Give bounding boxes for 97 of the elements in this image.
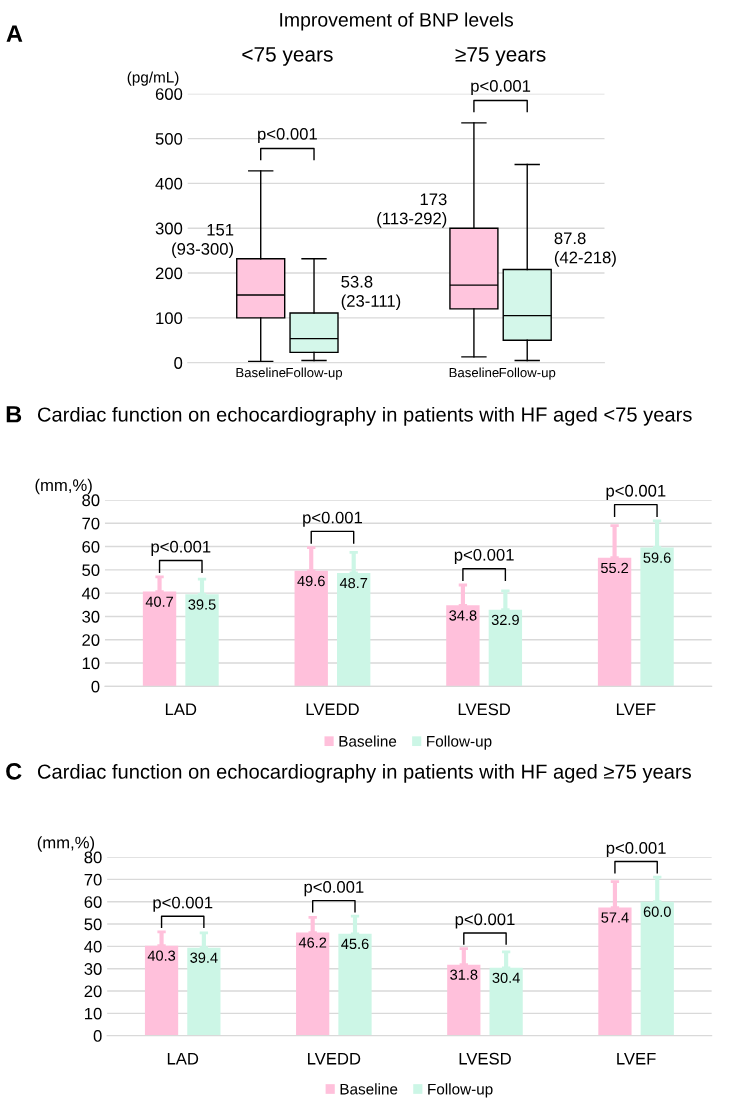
y-tick-label: 0 bbox=[93, 1030, 102, 1042]
bar bbox=[185, 594, 219, 687]
annotation: p<0.001 bbox=[151, 540, 211, 556]
x-tick-label: Baseline bbox=[449, 367, 499, 378]
x-tick-label: LVESD bbox=[458, 703, 511, 716]
y-tick-label: 40 bbox=[84, 940, 102, 953]
text: B bbox=[6, 406, 22, 423]
data-label: 60.0 bbox=[643, 906, 671, 917]
bar bbox=[144, 945, 179, 1036]
y-tick-label: 300 bbox=[155, 222, 183, 235]
x-tick-label: LVEF bbox=[616, 703, 656, 716]
x-tick-label: LVEDD bbox=[306, 703, 359, 716]
data-label: 48.7 bbox=[339, 577, 368, 589]
y-tick-label: 70 bbox=[84, 873, 102, 886]
bar bbox=[446, 605, 480, 687]
data-label: 45.6 bbox=[341, 938, 369, 950]
annotation: p<0.001 bbox=[153, 896, 213, 912]
x-tick-label: Follow-up bbox=[499, 367, 556, 380]
bar bbox=[640, 547, 674, 687]
data-label: 39.4 bbox=[190, 952, 218, 963]
x-tick-label: Baseline bbox=[236, 367, 286, 378]
bar bbox=[337, 572, 371, 687]
x-tick-label: LAD bbox=[165, 703, 197, 716]
annotation: p<0.001 bbox=[471, 79, 531, 96]
text: A bbox=[6, 25, 23, 42]
y-tick-label: 60 bbox=[82, 540, 100, 553]
x-tick-label: LVESD bbox=[459, 1052, 511, 1065]
y-tick-label: 70 bbox=[82, 517, 100, 530]
y-tick-label: 60 bbox=[84, 896, 102, 908]
bar bbox=[187, 947, 221, 1036]
y-tick-label: 30 bbox=[84, 963, 102, 975]
annotation: p<0.001 bbox=[304, 881, 364, 897]
legend-label: Follow-up bbox=[428, 1083, 493, 1098]
y-axis-title: (pg/mL) bbox=[127, 71, 179, 86]
y-tick-label: 0 bbox=[174, 357, 183, 369]
chart-title: Cardiac function on echocardiography in patients with HF aged ≥75 years bbox=[37, 764, 691, 783]
data-label: 40.7 bbox=[145, 596, 173, 607]
y-tick-label: 30 bbox=[82, 610, 100, 623]
legend-label: Baseline bbox=[340, 1083, 398, 1095]
bar bbox=[598, 907, 632, 1036]
data-label: 40.3 bbox=[147, 950, 176, 961]
y-tick-label: 600 bbox=[155, 88, 183, 100]
bar bbox=[597, 557, 632, 687]
annotation: p<0.001 bbox=[258, 127, 317, 144]
annotation: 87.8 (42-218) bbox=[554, 232, 616, 267]
y-tick-label: 400 bbox=[155, 177, 183, 190]
data-label: 55.2 bbox=[600, 562, 629, 574]
bar bbox=[640, 901, 674, 1036]
bar bbox=[142, 591, 177, 687]
bar bbox=[489, 967, 523, 1036]
data-label: 39.5 bbox=[188, 599, 216, 610]
bar bbox=[338, 933, 372, 1036]
text: ≥75 years bbox=[455, 47, 546, 66]
x-tick-label: Follow-up bbox=[286, 367, 343, 380]
y-tick-label: 80 bbox=[84, 851, 102, 864]
data-label: 46.2 bbox=[298, 937, 327, 948]
y-axis-title: (mm,%) bbox=[37, 836, 95, 852]
y-tick-label: 20 bbox=[82, 634, 100, 646]
y-tick-label: 10 bbox=[85, 1007, 102, 1020]
y-tick-label: 10 bbox=[82, 657, 100, 670]
annotation: p<0.001 bbox=[303, 511, 362, 527]
y-tick-label: 50 bbox=[82, 564, 100, 577]
y-tick-label: 20 bbox=[84, 985, 102, 998]
y-tick-label: 100 bbox=[156, 312, 183, 325]
data-label: 49.6 bbox=[297, 575, 325, 587]
annotation: p<0.001 bbox=[606, 841, 666, 858]
chart-title: Improvement of BNP levels bbox=[280, 12, 514, 31]
y-axis-title: (mm,%) bbox=[35, 478, 92, 495]
bar bbox=[447, 964, 481, 1036]
annotation: p<0.001 bbox=[606, 484, 666, 500]
bar bbox=[294, 570, 328, 687]
annotation: p<0.001 bbox=[454, 548, 514, 565]
x-tick-label: LVEF bbox=[617, 1052, 656, 1065]
data-label: 30.4 bbox=[492, 972, 520, 983]
data-label: 32.9 bbox=[491, 614, 519, 626]
legend-label: Follow-up bbox=[427, 735, 492, 750]
annotation: 53.8 (23-111) bbox=[341, 275, 401, 311]
legend-label: Baseline bbox=[339, 735, 397, 747]
x-tick-label: LAD bbox=[167, 1052, 199, 1065]
y-tick-label: 50 bbox=[84, 918, 102, 931]
bar bbox=[488, 609, 523, 687]
text: C bbox=[6, 763, 22, 780]
x-tick-label: LVEDD bbox=[308, 1052, 361, 1065]
text: <75 years bbox=[242, 47, 333, 66]
chart-title: Cardiac function on echocardiography in patients with HF aged <75 years bbox=[37, 406, 692, 426]
data-label: 59.6 bbox=[643, 552, 671, 563]
y-tick-label: 40 bbox=[81, 587, 100, 600]
y-tick-label: 80 bbox=[82, 494, 100, 507]
annotation: 173 (113-292) bbox=[377, 193, 447, 228]
y-tick-label: 0 bbox=[91, 680, 100, 693]
data-label: 34.8 bbox=[449, 610, 477, 621]
y-tick-label: 500 bbox=[155, 132, 183, 145]
data-label: 57.4 bbox=[601, 912, 629, 923]
bar bbox=[296, 932, 330, 1036]
data-label: 31.8 bbox=[450, 969, 478, 980]
y-tick-label: 200 bbox=[155, 267, 183, 280]
annotation: p<0.001 bbox=[455, 913, 515, 929]
